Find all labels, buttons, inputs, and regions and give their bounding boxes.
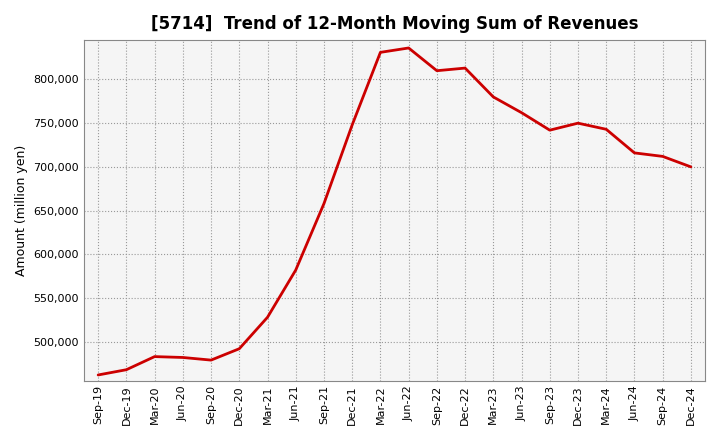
Title: [5714]  Trend of 12-Month Moving Sum of Revenues: [5714] Trend of 12-Month Moving Sum of R… — [150, 15, 638, 33]
Y-axis label: Amount (million yen): Amount (million yen) — [15, 145, 28, 276]
